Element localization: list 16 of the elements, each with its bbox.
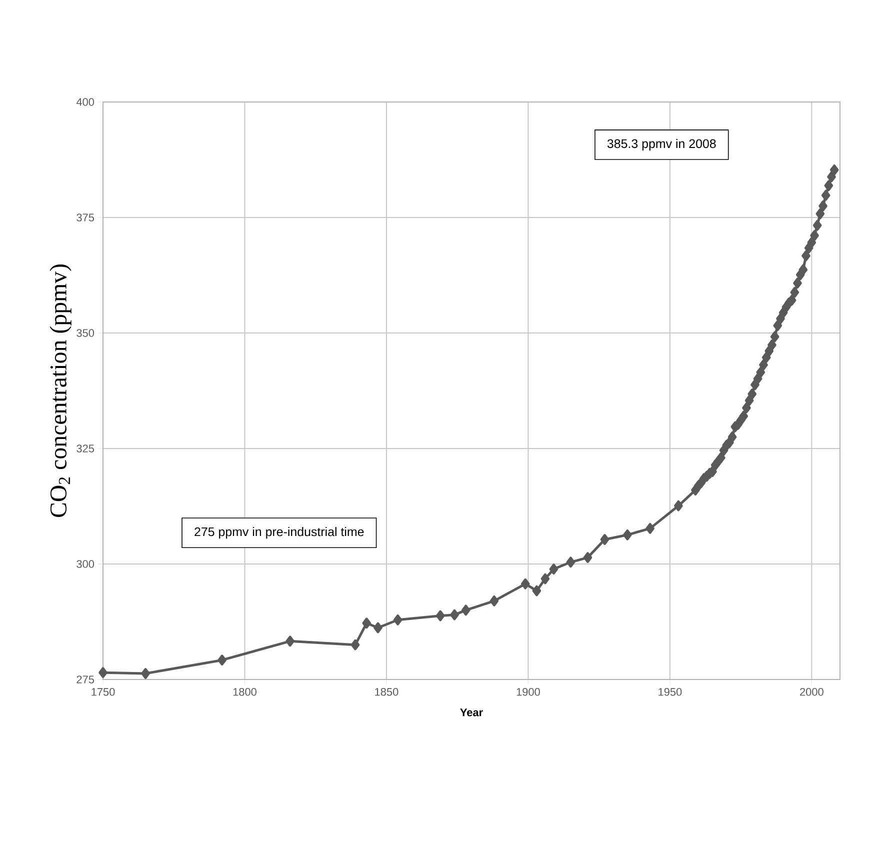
annotation: 275 ppmv in pre-industrial time <box>194 527 364 539</box>
y-tick-label: 400 <box>76 98 94 106</box>
y-tick-label: 275 <box>76 676 94 684</box>
y-tick-label: 325 <box>76 444 94 452</box>
x-tick-label: 2000 <box>800 688 824 696</box>
y-axis-title: CO$_{2}$ concentration (ppmv) <box>50 264 72 518</box>
x-tick-label: 1900 <box>516 688 540 696</box>
y-tick-label: 350 <box>76 329 94 337</box>
x-tick-label: 1800 <box>233 688 256 696</box>
y-tick-label: 375 <box>76 214 94 222</box>
x-axis-title: Year <box>460 708 483 716</box>
x-tick-label: 1750 <box>92 688 115 696</box>
annotation: 385.3 ppmv in 2008 <box>607 138 716 151</box>
y-tick-label: 300 <box>76 560 94 568</box>
x-tick-label: 1950 <box>658 688 682 696</box>
x-tick-label: 1850 <box>375 688 398 696</box>
